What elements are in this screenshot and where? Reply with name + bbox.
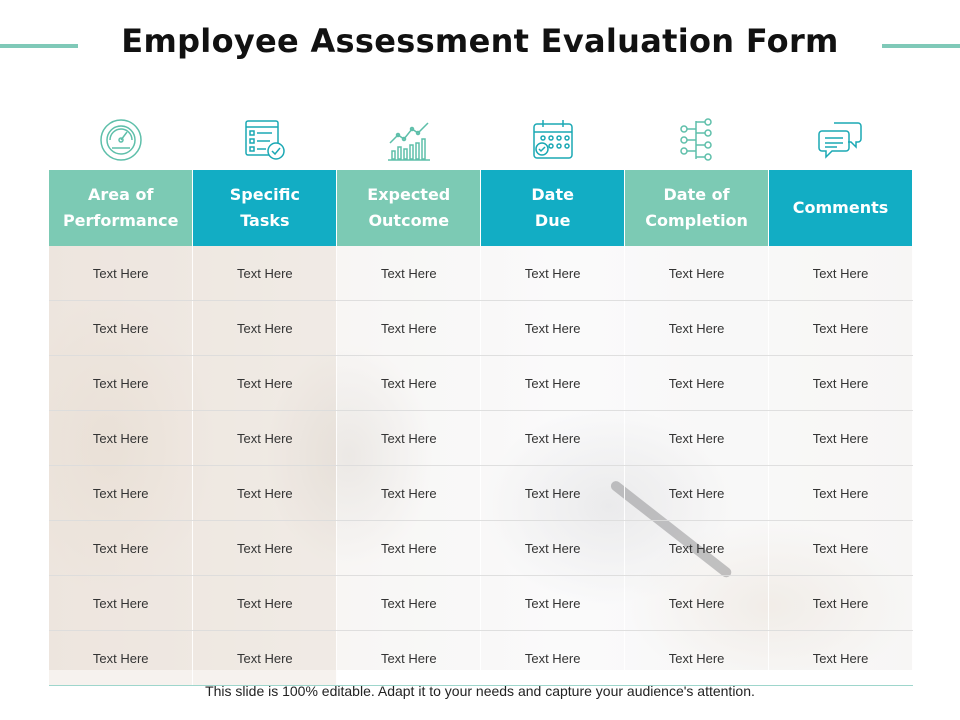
table-cell[interactable]: Text Here	[624, 630, 770, 686]
table-row: Text Here Text Here Text Here Text Here …	[49, 355, 913, 411]
flow-diagram-icon	[625, 112, 769, 168]
header-area-of-performance: Area of Performance	[49, 170, 194, 246]
table-cell[interactable]: Text Here	[624, 246, 770, 301]
table-row: Text Here Text Here Text Here Text Here …	[49, 246, 913, 301]
table-cell[interactable]: Text Here	[336, 355, 482, 411]
table-cell[interactable]: Text Here	[336, 630, 482, 686]
table-cell[interactable]: Text Here	[624, 465, 770, 521]
header-date-of-completion: Date of Completion	[624, 170, 770, 246]
table-cell[interactable]: Text Here	[480, 300, 626, 356]
table-cell[interactable]: Text Here	[480, 410, 626, 466]
table-cell[interactable]: Text Here	[480, 630, 626, 686]
table-cell[interactable]: Text Here	[624, 575, 770, 631]
table-cell[interactable]: Text Here	[49, 246, 194, 301]
table-row: Text Here Text Here Text Here Text Here …	[49, 465, 913, 521]
table-cell[interactable]: Text Here	[624, 520, 770, 576]
table-cell[interactable]: Text Here	[768, 410, 913, 466]
table-cell[interactable]: Text Here	[768, 246, 913, 301]
growth-chart-icon	[337, 112, 481, 168]
header-expected-outcome: Expected Outcome	[336, 170, 482, 246]
table-cell[interactable]: Text Here	[192, 520, 338, 576]
table-cell[interactable]: Text Here	[192, 465, 338, 521]
checklist-icon	[193, 112, 337, 168]
table-row: Text Here Text Here Text Here Text Here …	[49, 630, 913, 686]
table-cell[interactable]: Text Here	[49, 575, 194, 631]
calendar-check-icon	[481, 112, 625, 168]
table-row: Text Here Text Here Text Here Text Here …	[49, 520, 913, 576]
evaluation-table: Area of Performance Specific Tasks Expec…	[49, 170, 913, 686]
table-cell[interactable]: Text Here	[49, 520, 194, 576]
table-cell[interactable]: Text Here	[49, 300, 194, 356]
table-cell[interactable]: Text Here	[192, 246, 338, 301]
footer-note: This slide is 100% editable. Adapt it to…	[205, 683, 755, 699]
table-cell[interactable]: Text Here	[768, 355, 913, 411]
table-cell[interactable]: Text Here	[49, 465, 194, 521]
header-specific-tasks: Specific Tasks	[192, 170, 338, 246]
chat-bubbles-icon	[769, 112, 913, 168]
table-cell[interactable]: Text Here	[336, 300, 482, 356]
table-cell[interactable]: Text Here	[624, 355, 770, 411]
title-decor-line-left	[0, 44, 78, 48]
speedometer-icon	[49, 112, 193, 168]
table-cell[interactable]: Text Here	[192, 300, 338, 356]
table-cell[interactable]: Text Here	[49, 630, 194, 686]
table-header-row: Area of Performance Specific Tasks Expec…	[49, 170, 913, 246]
table-cell[interactable]: Text Here	[480, 246, 626, 301]
table-cell[interactable]: Text Here	[336, 575, 482, 631]
table-cell[interactable]: Text Here	[336, 246, 482, 301]
table-cell[interactable]: Text Here	[624, 410, 770, 466]
table-cell[interactable]: Text Here	[192, 630, 338, 686]
table-cell[interactable]: Text Here	[768, 300, 913, 356]
table-cell[interactable]: Text Here	[480, 520, 626, 576]
table-row: Text Here Text Here Text Here Text Here …	[49, 410, 913, 466]
page-title: Employee Assessment Evaluation Form	[121, 22, 839, 60]
table-cell[interactable]: Text Here	[336, 465, 482, 521]
table-cell[interactable]: Text Here	[192, 355, 338, 411]
table-cell[interactable]: Text Here	[768, 575, 913, 631]
table-cell[interactable]: Text Here	[192, 410, 338, 466]
table-cell[interactable]: Text Here	[480, 355, 626, 411]
table-cell[interactable]: Text Here	[336, 520, 482, 576]
header-date-due: Date Due	[480, 170, 626, 246]
header-icon-row	[49, 112, 913, 168]
table-row: Text Here Text Here Text Here Text Here …	[49, 575, 913, 631]
table-cell[interactable]: Text Here	[49, 410, 194, 466]
table-cell[interactable]: Text Here	[192, 575, 338, 631]
table-cell[interactable]: Text Here	[480, 575, 626, 631]
table-cell[interactable]: Text Here	[49, 355, 194, 411]
table-cell[interactable]: Text Here	[480, 465, 626, 521]
table-cell[interactable]: Text Here	[768, 630, 913, 686]
title-decor-line-right	[882, 44, 960, 48]
table-cell[interactable]: Text Here	[768, 520, 913, 576]
table-cell[interactable]: Text Here	[624, 300, 770, 356]
header-comments: Comments	[768, 170, 913, 246]
table-cell[interactable]: Text Here	[768, 465, 913, 521]
table-cell[interactable]: Text Here	[336, 410, 482, 466]
table-row: Text Here Text Here Text Here Text Here …	[49, 300, 913, 356]
